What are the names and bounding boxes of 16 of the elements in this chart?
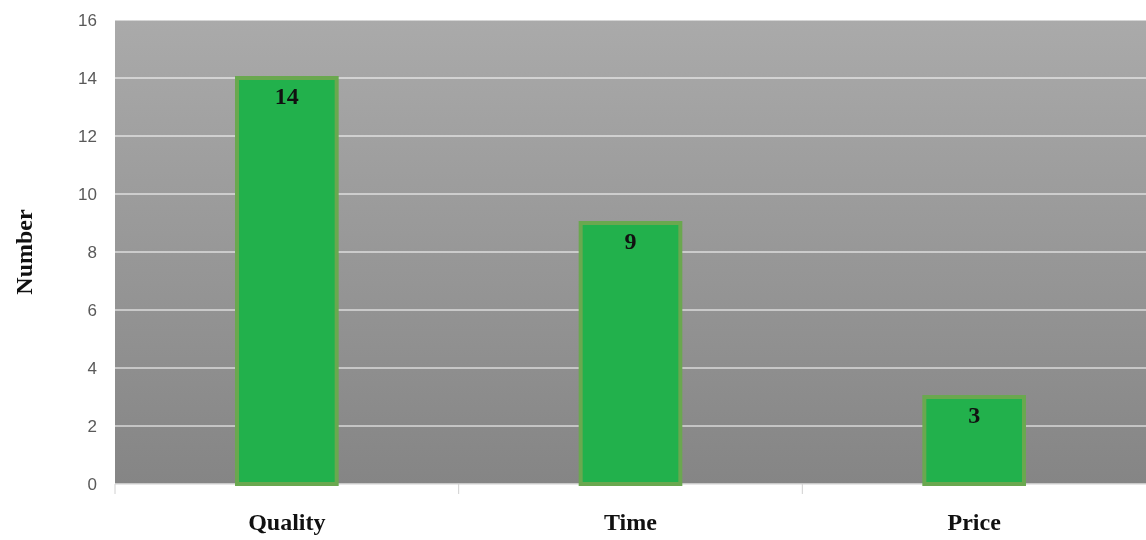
y-tick-label: 6 (87, 300, 97, 320)
x-tick-label: Time (604, 509, 658, 535)
data-label: 9 (624, 228, 637, 254)
x-tick-label: Price (947, 509, 1002, 535)
x-tick-label: Quality (248, 509, 326, 535)
y-tick-label: 8 (87, 242, 97, 262)
y-tick-label: 0 (87, 474, 97, 494)
y-tick-label: 2 (87, 416, 97, 436)
data-label: 3 (968, 402, 981, 428)
data-label: 14 (274, 83, 299, 109)
y-tick-label: 16 (78, 10, 97, 30)
y-tick-label: 12 (78, 126, 97, 146)
y-axis-title: Number (11, 208, 37, 295)
y-tick-label: 14 (78, 68, 97, 88)
y-tick-label: 4 (87, 358, 97, 378)
y-tick-label: 10 (78, 184, 97, 204)
